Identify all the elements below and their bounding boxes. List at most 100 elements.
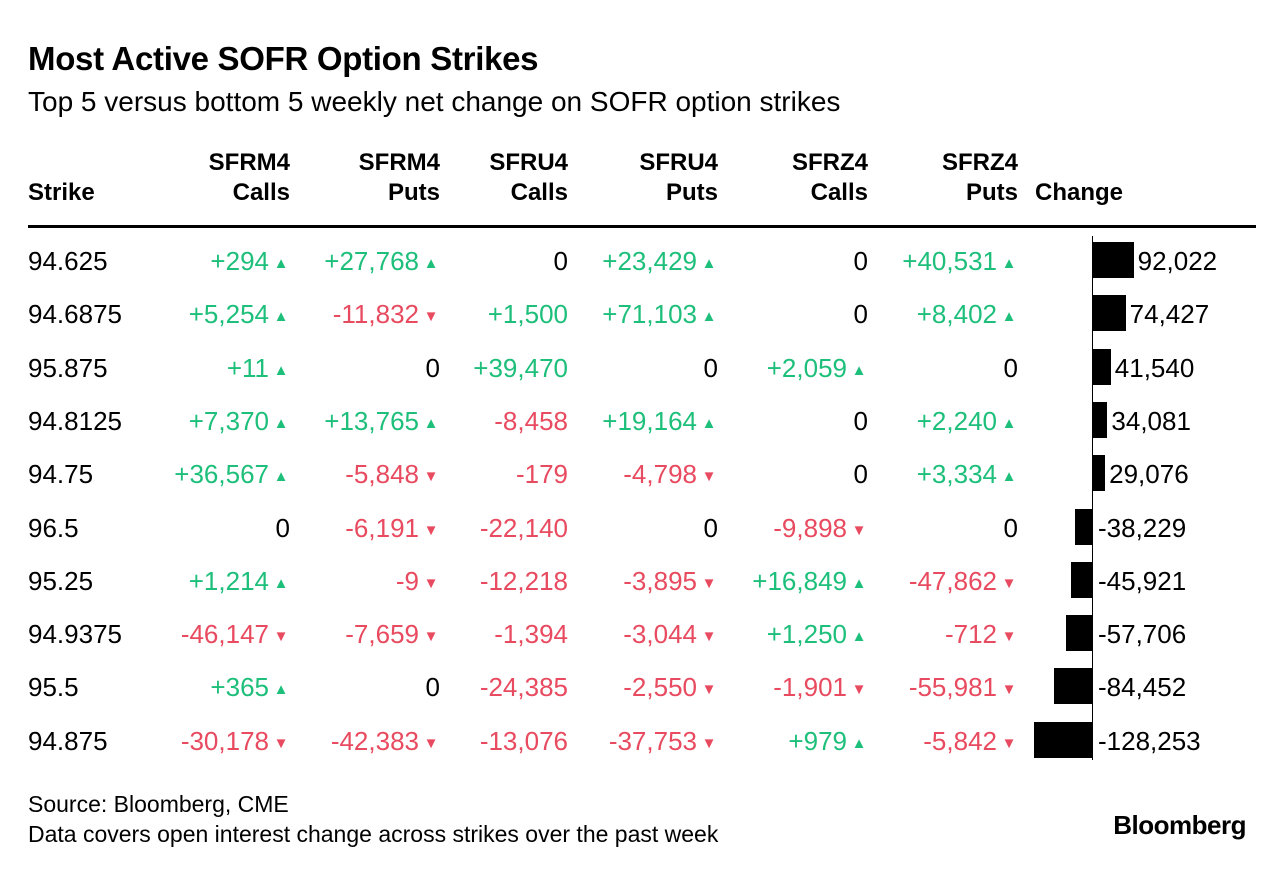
cell-value: +294: [210, 246, 269, 276]
up-triangle-icon: ▲: [851, 628, 867, 646]
cell-value: +27,768: [324, 246, 419, 276]
table-row: 94.9375 -46,147 ▼ -7,659 ▼ -1,394 -3,044 ▼ +1,25…: [0, 605, 1284, 658]
cell-value: 0: [1003, 512, 1018, 543]
cell-value: -9,898: [773, 512, 847, 543]
cell-value: -5,848: [345, 459, 419, 490]
up-triangle-icon: ▲: [273, 361, 289, 379]
change-label: 74,427: [1129, 299, 1210, 330]
cell-value: +71,103: [602, 299, 697, 330]
sfrm4-puts-cell: -11,832 ▼: [333, 299, 440, 332]
sfrz4-calls-cell: -1,901 ▼: [773, 672, 868, 705]
down-triangle-icon: ▼: [423, 734, 439, 752]
header-strike: Strike: [28, 179, 95, 206]
down-triangle-icon: ▼: [701, 681, 717, 699]
sfrm4-puts-cell: -7,659 ▼: [345, 619, 440, 652]
down-triangle-icon: ▼: [701, 574, 717, 592]
up-triangle-icon: ▲: [273, 308, 289, 326]
cell-value: -3,044: [623, 619, 697, 650]
down-triangle-icon: ▼: [701, 468, 717, 486]
sfrz4-calls-cell: 0: [854, 406, 868, 436]
sfru4-calls-cell: +1,500: [488, 299, 568, 329]
sfru4-puts-cell: -2,550 ▼: [623, 672, 718, 705]
cell-value: +1,250: [766, 619, 847, 650]
change-bar: [1074, 508, 1092, 545]
cell-value: +979: [788, 725, 847, 756]
sfrz4-calls-cell: +1,250 ▲: [767, 619, 868, 652]
strike-cell: 95.875: [28, 352, 108, 383]
strike-cell: 94.625: [28, 246, 108, 276]
sfrz4-puts-cell: +3,334 ▲: [917, 459, 1018, 492]
header-sfrz4-puts: SFRZ4 Puts: [941, 149, 1018, 206]
up-triangle-icon: ▲: [701, 414, 717, 432]
sfru4-calls-cell: 0: [554, 246, 568, 276]
up-triangle-icon: ▲: [273, 574, 289, 592]
cell-value: -712: [944, 619, 997, 650]
sfrm4-calls-cell: +5,254 ▲: [189, 299, 290, 332]
source-text: Source: Bloomberg, CME: [28, 791, 289, 817]
table-row: 95.25 +1,214 ▲ -9 ▼ -12,218 -3,895 ▼ +16,849 ▲ -47…: [0, 552, 1284, 605]
sfrm4-puts-cell: 0: [426, 353, 440, 383]
change-label: 92,022: [1137, 246, 1218, 276]
sfrz4-calls-cell: 0: [854, 459, 868, 489]
cell-value: -37,753: [608, 725, 697, 756]
up-triangle-icon: ▲: [273, 414, 289, 432]
cell-value: 0: [703, 352, 718, 383]
change-label: -38,229: [1098, 512, 1187, 543]
header-sfrm4-calls: SFRM4 Calls: [208, 149, 290, 206]
cell-value: -11,832: [332, 299, 419, 330]
sfrm4-calls-cell: +11 ▲: [227, 353, 290, 386]
header-sfru4-puts: SFRU4 Puts: [639, 149, 718, 206]
sfrz4-puts-cell: -712 ▼: [945, 619, 1018, 652]
up-triangle-icon: ▲: [273, 681, 289, 699]
header-sfrm4-puts: SFRM4 Puts: [358, 149, 440, 206]
cell-value: +40,531: [902, 246, 997, 276]
down-triangle-icon: ▼: [701, 734, 717, 752]
down-triangle-icon: ▼: [423, 574, 439, 592]
sfru4-calls-cell: -24,385: [480, 672, 568, 702]
cell-value: +1,214: [188, 565, 269, 596]
sfrm4-puts-cell: -9 ▼: [396, 566, 440, 599]
down-triangle-icon: ▼: [423, 521, 439, 539]
up-triangle-icon: ▲: [423, 414, 439, 432]
cell-value: -24,385: [479, 672, 568, 703]
up-triangle-icon: ▲: [273, 255, 289, 272]
sfru4-puts-cell: 0: [704, 513, 718, 543]
cell-value: 0: [853, 405, 868, 436]
down-triangle-icon: ▼: [851, 681, 867, 699]
cell-value: +7,370: [188, 405, 269, 436]
cell-value: -4,798: [623, 459, 697, 490]
sfru4-puts-cell: -4,798 ▼: [623, 459, 718, 492]
cell-value: +365: [210, 672, 269, 703]
cell-value: +16,849: [752, 565, 847, 596]
down-triangle-icon: ▼: [423, 468, 439, 486]
sfru4-calls-cell: -12,218: [480, 566, 568, 596]
change-bar: [1065, 615, 1092, 652]
sfru4-puts-cell: -37,753 ▼: [609, 726, 718, 759]
sfru4-calls-cell: -13,076: [480, 726, 568, 756]
sfrm4-calls-cell: -30,178 ▼: [181, 726, 290, 759]
sfru4-puts-cell: +23,429 ▲: [602, 246, 718, 279]
cell-value: -46,147: [180, 619, 269, 650]
sfru4-calls-cell: -179: [516, 459, 568, 489]
strike-cell: 95.25: [28, 565, 94, 596]
strike-cell: 94.6875: [28, 299, 122, 330]
cell-value: +36,567: [174, 459, 269, 490]
table-row: 94.6875 +5,254 ▲ -11,832 ▼ +1,500 +71,103 ▲ 0 +8,…: [0, 285, 1284, 338]
up-triangle-icon: ▲: [701, 308, 717, 326]
strike-cell: 96.5: [28, 512, 79, 543]
table-row: 95.5 +365 ▲ 0 -24,385 -2,550 ▼ -1,901 ▼ -55,981 ▼ -…: [0, 658, 1284, 711]
cell-value: -5,842: [923, 725, 997, 756]
bloomberg-logo: Bloomberg: [1113, 810, 1246, 840]
down-triangle-icon: ▼: [1001, 734, 1017, 752]
up-triangle-icon: ▲: [1001, 414, 1017, 432]
sfrm4-puts-cell: +13,765 ▲: [324, 406, 440, 439]
cell-value: -55,981: [908, 672, 997, 703]
cell-value: -42,383: [330, 725, 419, 756]
sfrm4-calls-cell: +365 ▲: [210, 672, 290, 705]
cell-value: -1,394: [494, 619, 568, 650]
change-label: -84,452: [1098, 672, 1187, 703]
sfrm4-calls-cell: +294 ▲: [210, 246, 290, 279]
sfrm4-puts-cell: +27,768 ▲: [324, 246, 440, 279]
sfrz4-calls-cell: +2,059 ▲: [767, 353, 868, 386]
cell-value: -12,218: [479, 565, 568, 596]
